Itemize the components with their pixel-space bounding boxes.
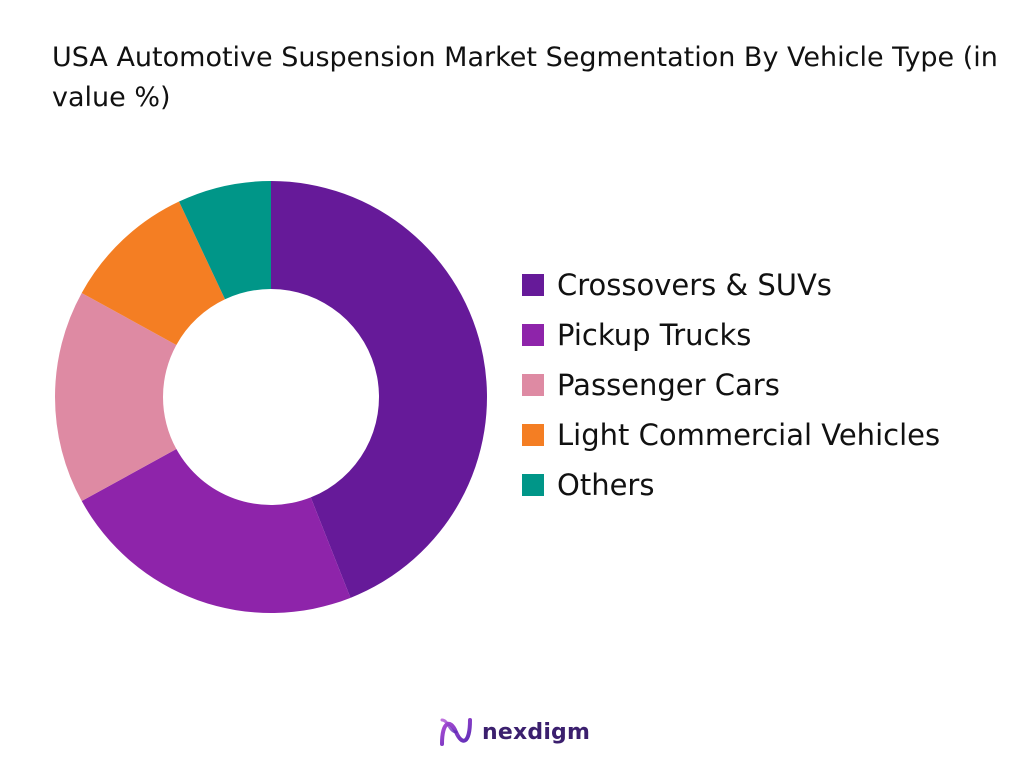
- legend-item-crossovers-suvs: Crossovers & SUVs: [522, 260, 940, 310]
- slice-light-commercial-vehicles: [81, 201, 226, 345]
- legend-label: Passenger Cars: [557, 368, 780, 402]
- legend-swatch: [522, 474, 544, 496]
- slice-crossovers-suvs: [271, 181, 488, 598]
- nexdigm-logo: nexdigm: [438, 714, 590, 750]
- legend-item-passenger-cars: Passenger Cars: [522, 360, 940, 410]
- legend-swatch: [522, 274, 544, 296]
- legend-item-light-commercial-vehicles: Light Commercial Vehicles: [522, 410, 940, 460]
- legend-item-others: Others: [522, 460, 940, 510]
- legend-item-pickup-trucks: Pickup Trucks: [522, 310, 940, 360]
- legend-swatch: [522, 424, 544, 446]
- legend-label: Pickup Trucks: [557, 318, 752, 352]
- slice-pickup-trucks: [81, 449, 351, 613]
- legend-label: Crossovers & SUVs: [557, 268, 832, 302]
- logo-text: nexdigm: [482, 719, 591, 745]
- slice-passenger-cars: [55, 292, 177, 502]
- legend-swatch: [522, 324, 544, 346]
- slice-others: [179, 181, 271, 300]
- legend-swatch: [522, 374, 544, 396]
- legend-label: Others: [557, 468, 655, 502]
- chart-legend: Crossovers & SUVs Pickup Trucks Passenger …: [522, 260, 940, 510]
- chart-title: USA Automotive Suspension Market Segment…: [52, 42, 998, 113]
- legend-label: Light Commercial Vehicles: [557, 418, 941, 452]
- nexdigm-wave-icon: [440, 718, 472, 746]
